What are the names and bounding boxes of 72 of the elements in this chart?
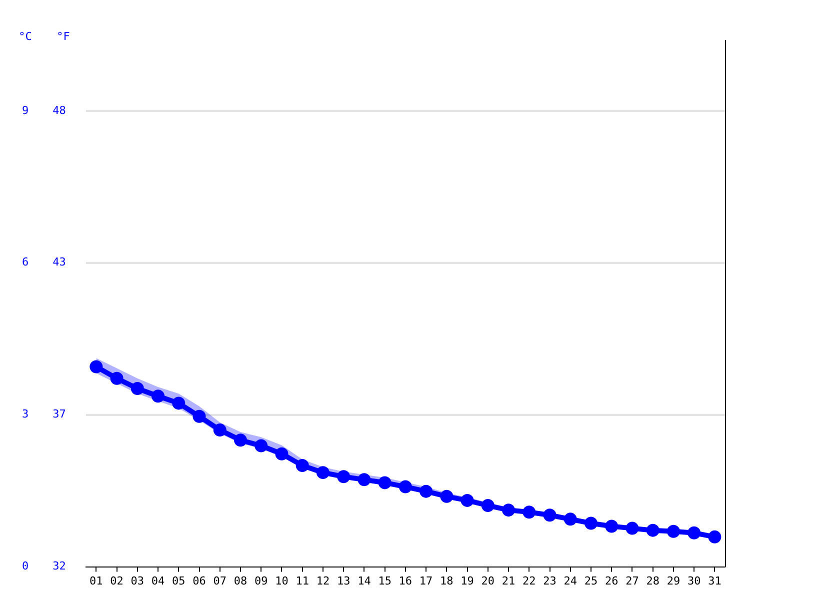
- point: [234, 434, 247, 447]
- point: [358, 473, 371, 486]
- x-tick-label: 28: [646, 574, 660, 588]
- point: [90, 360, 103, 374]
- x-tick-label: 24: [564, 574, 578, 588]
- x-tick-label: 26: [604, 574, 618, 588]
- x-tick-label: 14: [358, 574, 372, 588]
- point: [213, 424, 226, 437]
- point: [688, 526, 701, 540]
- point: [296, 458, 309, 472]
- x-tick-label: 15: [378, 574, 392, 588]
- point: [130, 382, 144, 395]
- x-tick-label: 19: [460, 574, 474, 588]
- x-tick-label: 31: [708, 574, 722, 588]
- point: [460, 494, 474, 507]
- point: [564, 512, 577, 526]
- x-tick-label: 18: [440, 574, 454, 588]
- point: [192, 410, 206, 423]
- x-tick-label: 25: [584, 574, 598, 588]
- x-tick-label: 21: [502, 574, 516, 588]
- point: [666, 524, 680, 538]
- x-tick-label: 05: [172, 574, 186, 588]
- x-tick-label: 17: [419, 574, 433, 588]
- x-tick-label: 07: [213, 574, 227, 588]
- x-tick-label: 09: [254, 574, 268, 588]
- point: [254, 439, 268, 452]
- point: [378, 476, 392, 490]
- point: [481, 499, 494, 512]
- x-tick-label: 13: [336, 574, 350, 588]
- y2-tick-label: 48: [52, 104, 66, 117]
- y-tick-label: 6: [22, 256, 29, 269]
- point: [605, 520, 618, 533]
- x-tick-label: 06: [192, 574, 206, 588]
- point: [584, 516, 598, 530]
- x-tick-label: 23: [543, 574, 556, 588]
- y2-tick-label: 43: [52, 256, 66, 269]
- x-tick-label: 03: [130, 574, 144, 588]
- x-tick-label: 29: [666, 574, 680, 588]
- y2-tick-label: 37: [52, 408, 66, 421]
- point: [420, 484, 433, 498]
- point: [275, 447, 288, 460]
- x-tick-label: 02: [110, 574, 124, 588]
- x-tick-label: 16: [398, 574, 412, 588]
- point: [708, 530, 722, 544]
- y-tick-label: 0: [22, 560, 29, 573]
- x-tick-label: 12: [316, 574, 330, 588]
- point: [522, 506, 536, 519]
- x-tick-label: 11: [296, 574, 309, 588]
- point: [337, 470, 350, 484]
- x-tick-label: 30: [687, 574, 701, 588]
- x-tick-label: 01: [90, 574, 103, 588]
- point: [646, 524, 660, 537]
- y-tick-label: 9: [22, 104, 29, 117]
- x-tick-label: 10: [275, 574, 288, 588]
- point: [626, 522, 639, 535]
- point: [398, 480, 412, 494]
- point: [502, 504, 516, 517]
- point: [440, 490, 454, 503]
- point: [543, 508, 556, 522]
- x-tick-label: 22: [522, 574, 536, 588]
- y-axis-title: °C: [18, 30, 32, 43]
- point: [152, 390, 165, 403]
- point: [316, 466, 330, 480]
- y2-axis-title: °F: [56, 30, 70, 43]
- y2-tick-label: 32: [52, 560, 66, 573]
- x-tick-label: 27: [626, 574, 639, 588]
- x-tick-label: 04: [151, 574, 166, 588]
- y-tick-label: 3: [22, 408, 29, 421]
- point: [110, 372, 124, 385]
- point: [172, 396, 186, 410]
- x-tick-label: 20: [481, 574, 495, 588]
- x-tick-label: 08: [234, 574, 248, 588]
